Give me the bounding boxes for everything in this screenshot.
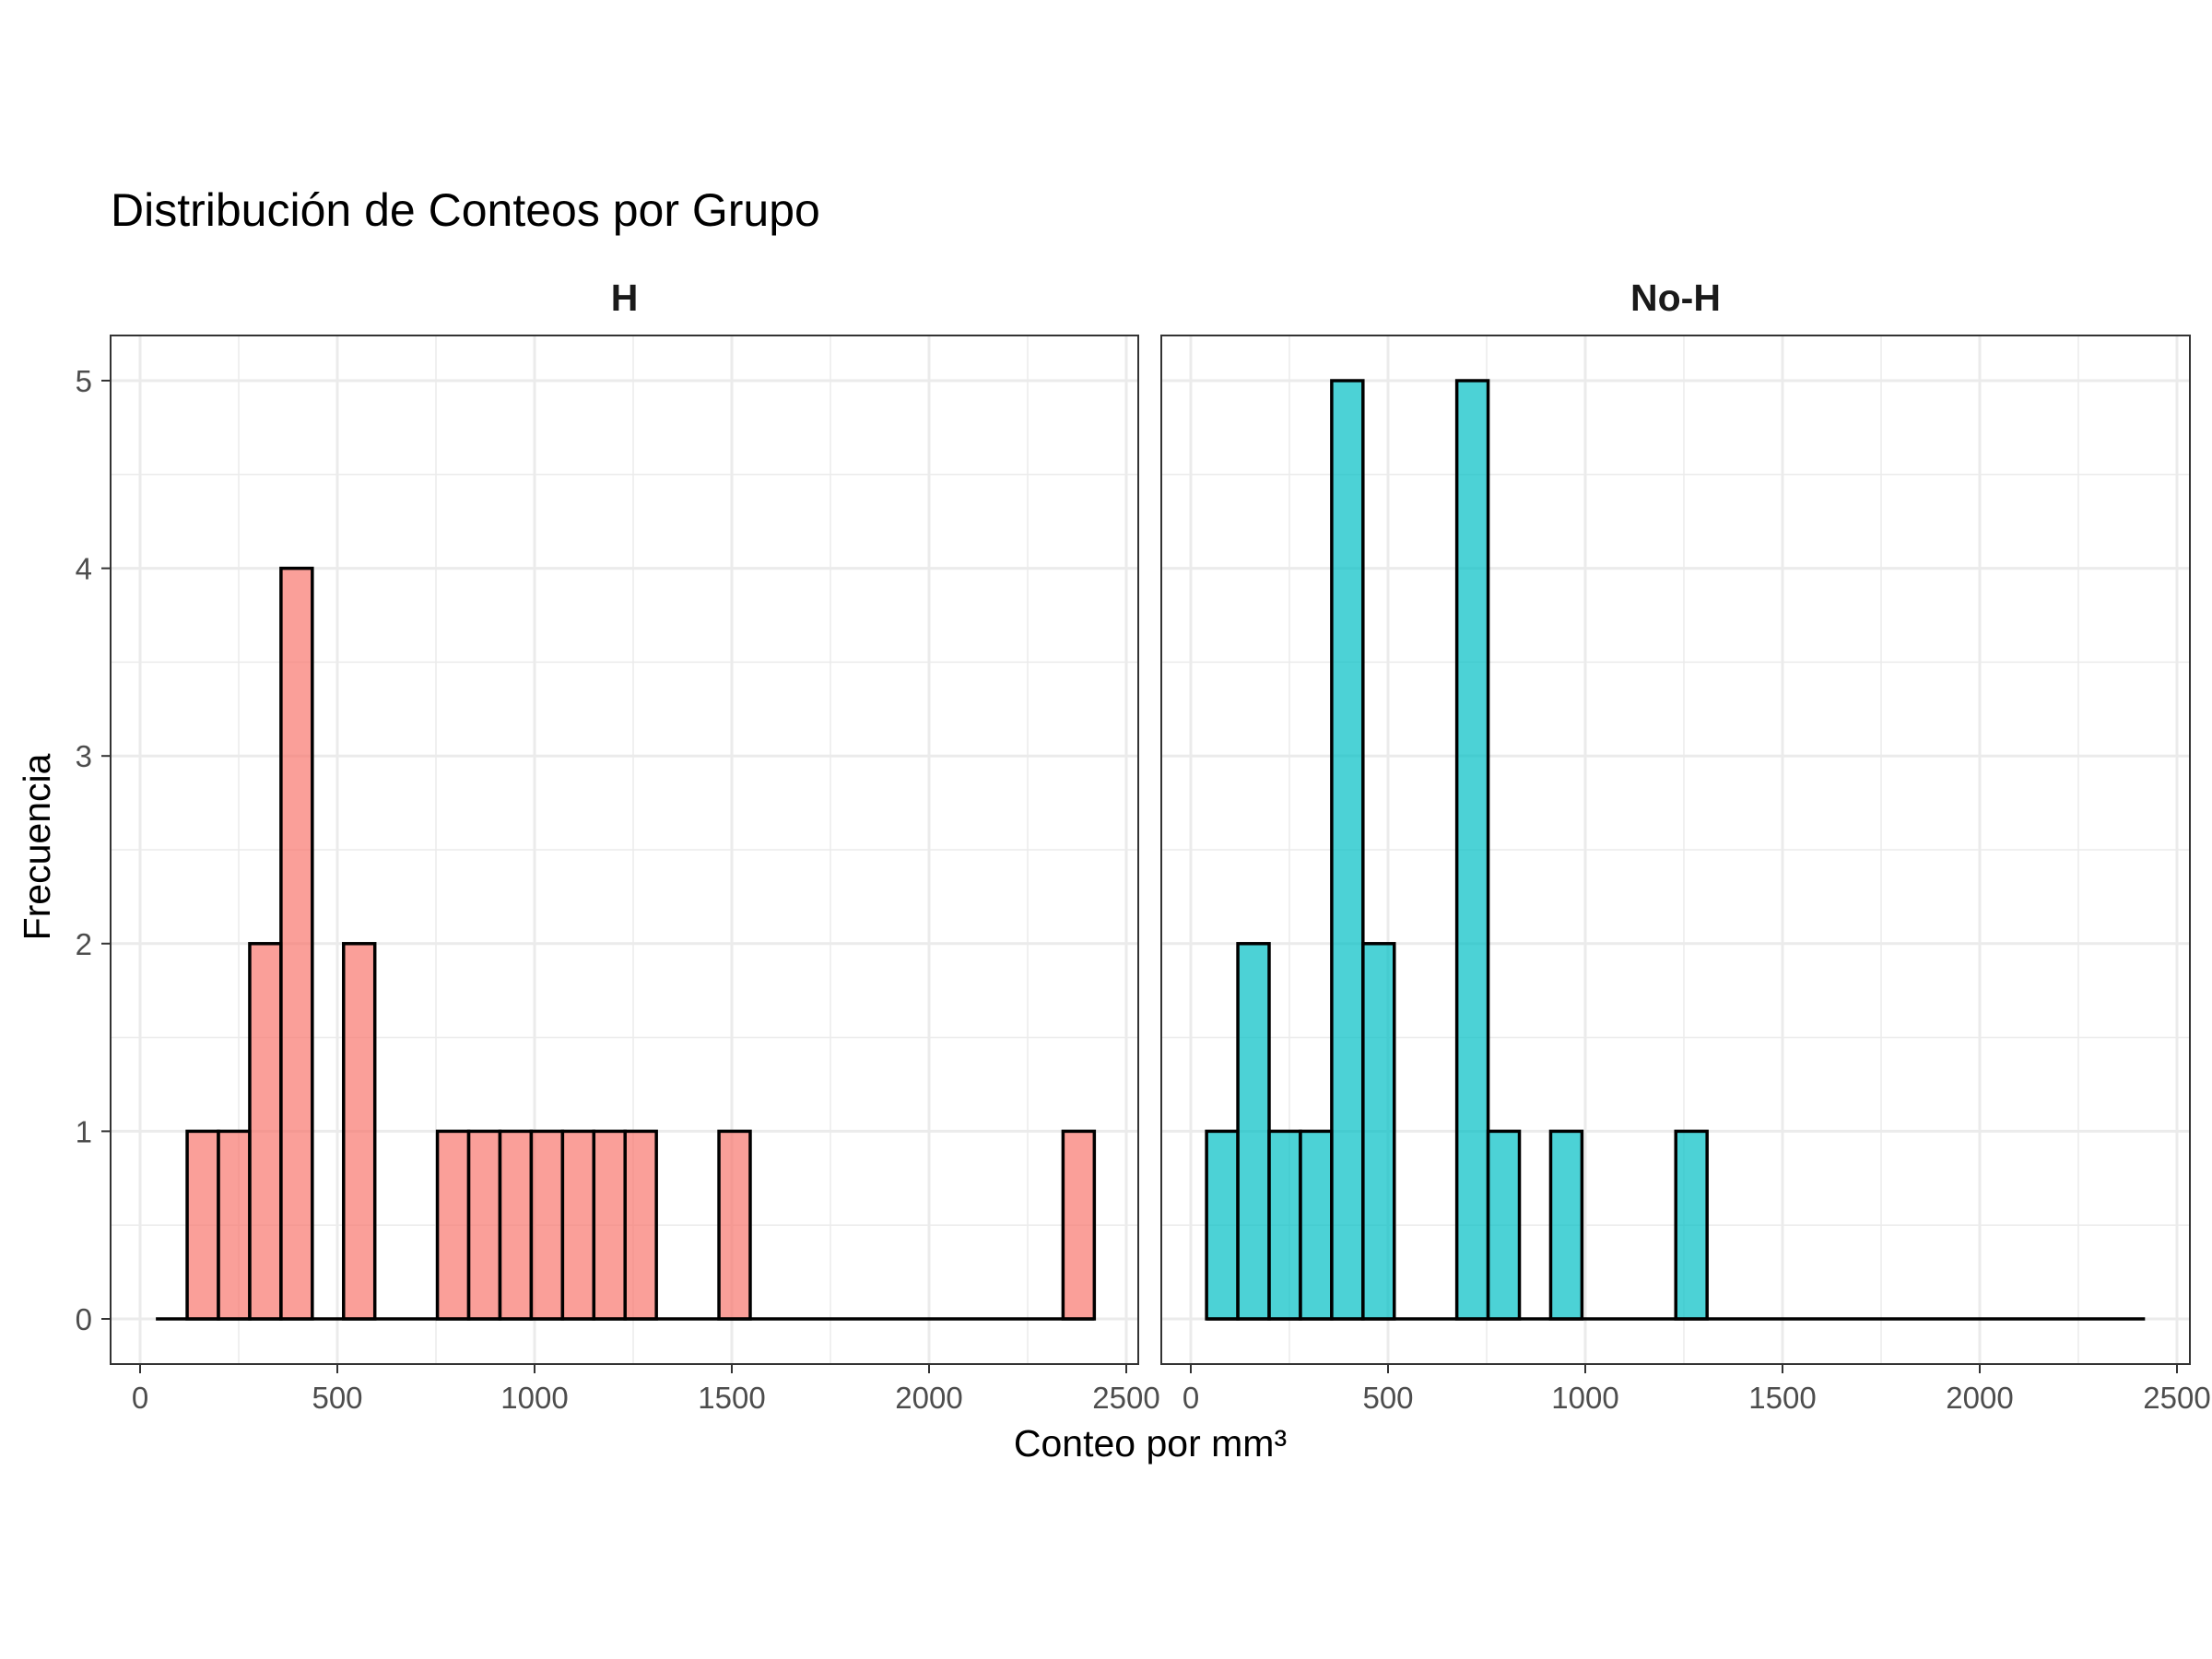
histogram-bar: [1548, 1129, 1584, 1321]
panel-border: [1160, 335, 2191, 1365]
histogram-bar: [248, 942, 283, 1321]
x-axis-title: Conteo por mm³: [1014, 1422, 1287, 1465]
histogram-bar: [1299, 1129, 1334, 1321]
histogram-bar: [185, 1129, 220, 1321]
histogram-bar: [1267, 1129, 1302, 1321]
panel-h: H 0 500 1000 1500 2000 2500: [110, 276, 1160, 1415]
y-axis-title: Frecuencia: [16, 753, 58, 940]
histogram-bar: [1486, 1129, 1522, 1321]
x-tick-label: 500: [312, 1381, 362, 1415]
x-tick-label: 2500: [1092, 1381, 1159, 1415]
panel-no-h: No-H 0 500 1000 1500 2000 2500: [1160, 276, 2211, 1415]
histogram-bar: [1205, 1129, 1240, 1321]
histogram-bar: [217, 1129, 252, 1321]
panel-border: [110, 335, 1139, 1365]
histogram-bar: [717, 1129, 752, 1321]
y-tick-label: 3: [76, 739, 92, 773]
y-tick-label: 2: [76, 927, 92, 961]
histogram-bar: [1361, 942, 1396, 1321]
histogram-bar: [529, 1129, 565, 1321]
histogram-bar: [435, 1129, 471, 1321]
facet-label: H: [611, 276, 639, 319]
x-tick-label: 1500: [698, 1381, 765, 1415]
histogram-bar: [1330, 379, 1365, 1321]
x-tick-label: 2000: [895, 1381, 962, 1415]
x-tick-label: 1500: [1748, 1381, 1816, 1415]
y-axis: 0 1 2 3 4 5: [76, 364, 111, 1336]
facet-panels: H 0 500 1000 1500 2000 2500 No-H 0 500 1000 1500 200…: [110, 276, 2211, 1415]
y-tick-label: 5: [76, 364, 92, 398]
x-tick-label: 500: [1362, 1381, 1413, 1415]
x-tick-label: 2000: [1946, 1381, 2013, 1415]
histogram-bar: [1454, 379, 1490, 1321]
histogram-bar: [466, 1129, 502, 1321]
histogram-bar: [498, 1129, 534, 1321]
facet-label: No-H: [1630, 276, 1721, 319]
histogram-bar: [342, 942, 377, 1321]
x-tick-label: 0: [132, 1381, 148, 1415]
histogram-bar: [1236, 942, 1271, 1321]
histogram-bar: [560, 1129, 596, 1321]
y-tick-label: 4: [76, 552, 92, 586]
histogram-bar: [623, 1129, 658, 1321]
y-tick-label: 0: [76, 1302, 92, 1336]
chart-title: Distribución de Conteos por Grupo: [111, 184, 820, 236]
histogram-bar: [592, 1129, 627, 1321]
x-tick-label: 1000: [1551, 1381, 1618, 1415]
x-tick-label: 2500: [2143, 1381, 2210, 1415]
histogram-bar: [279, 566, 314, 1321]
histogram-bar: [1061, 1129, 1097, 1321]
x-tick-label: 0: [1182, 1381, 1199, 1415]
y-tick-label: 1: [76, 1114, 92, 1148]
x-tick-label: 1000: [500, 1381, 568, 1415]
histogram-bar: [1674, 1129, 1709, 1321]
